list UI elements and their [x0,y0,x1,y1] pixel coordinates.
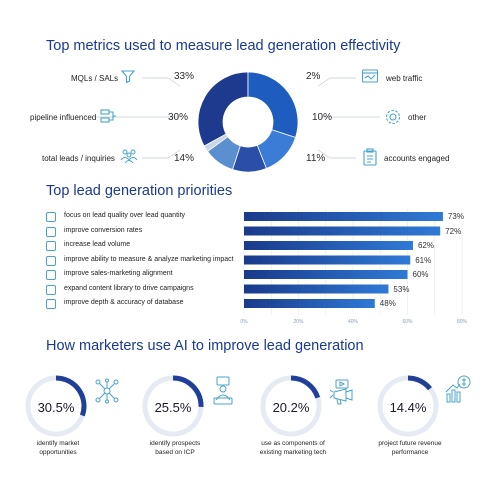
network-icon [94,378,120,409]
ai-pct-prospects-icp: 25.5% [154,400,192,415]
axis-tick-label: 60% [402,318,413,325]
connector-line [142,77,181,87]
priority-bullet-icon [46,226,56,237]
priority-label: improve sales-marketing alignment [64,270,173,277]
priority-row: improve depth & accuracy of database 48% [46,297,466,311]
connector-line [142,149,181,159]
priority-bullet-icon [46,284,56,295]
ai-pct-market-opportunities: 30.5% [37,400,75,415]
priority-bar [244,255,411,265]
priority-row: improve ability to measure & analyze mar… [46,254,466,268]
priority-bullet-icon [46,212,56,222]
priority-value-label: 72% [445,226,462,236]
funnel-icon [120,68,136,89]
ai-ring-progress [55,375,87,417]
priority-bullet-icon [46,255,56,266]
metric-label-pipeline: pipeline influenced [30,113,97,122]
ai-label-prospects-icp: identify prospects based on ICP [149,440,201,456]
priority-bullet-icon [46,241,56,251]
priority-row: focus on lead quality over lead quantity… [46,210,466,224]
axis-tick-label: 20% [293,318,304,325]
megaphone-icon [328,378,358,411]
browser-icon [361,68,379,89]
priority-value-label: 73% [447,212,464,221]
priority-bullet-icon [46,270,56,280]
metric-label-web-traffic: web traffic [386,74,423,83]
priority-label: improve depth & accuracy of database [64,299,184,306]
ai-label-market-opportunities: identify market opportunities [36,440,80,456]
pipeline-icon [99,108,117,129]
priorities-grid [243,209,463,315]
gear-icon [384,108,402,131]
connector-line [317,149,356,159]
section1-title: Top metrics used to measure lead generat… [46,38,401,54]
ai-pct-marketing-tech: 20.2% [272,400,310,415]
axis-tick-label: 0% [240,318,248,325]
metric-pct-total-leads: 14% [174,153,195,164]
axis-tick-label: 40% [347,318,359,325]
priority-value-label: 62% [417,241,434,250]
connector-line [317,77,356,87]
priority-bar [244,226,441,236]
priority-value-label: 53% [393,284,410,294]
metric-pct-other: 10% [312,112,333,123]
priority-value-label: 48% [379,299,396,308]
priority-value-label: 61% [415,255,432,265]
ai-ring-progress [290,375,321,399]
ai-label-marketing-tech: use as components of existing marketing t… [259,440,327,456]
people-icon [120,148,138,169]
metrics-donut-chart [197,71,299,173]
priority-row: expand content library to drive campaign… [46,283,466,297]
person-laptop-icon [210,376,236,411]
priority-row: improve conversion rates 72% [46,225,466,239]
ai-ring-progress [172,375,204,407]
revenue-chart-icon [444,374,474,409]
priority-label: focus on lead quality over lead quantity [64,212,186,219]
metric-label-accounts-engaged: accounts engaged [384,154,450,163]
metric-pct-accounts-engaged: 11% [306,153,326,164]
clipboard-icon [362,148,378,171]
ai-pct-future-revenue: 14.4% [389,400,427,415]
priority-bar [244,212,443,221]
metric-pct-mqls: 33% [174,71,195,82]
ai-ring-progress [407,375,432,391]
metric-pct-pipeline: 30% [168,112,189,123]
metric-label-mqls: MQLs / SALs [71,74,119,83]
priority-bar [244,299,375,308]
priority-bar [244,241,413,250]
priority-bullet-icon [46,299,56,309]
metric-label-total-leads: total leads / inquiries [42,154,115,163]
priority-bar [244,270,408,279]
section2-title: Top lead generation priorities [46,183,233,199]
priority-row: increase lead volume 62% [46,239,466,253]
metric-pct-web-traffic: 2% [306,71,321,82]
priority-label: improve conversion rates [64,226,143,234]
priority-label: expand content library to drive campaign… [64,284,194,292]
connector-lines [95,77,380,159]
axis-tick-label: 80% [456,318,468,325]
priority-row: improve sales-marketing alignment 60% [46,268,466,282]
priority-value-label: 60% [412,270,429,279]
priority-label: improve ability to measure & analyze mar… [64,255,234,263]
section3-title: How marketers use AI to improve lead gen… [46,338,364,354]
metric-label-other: other [408,113,427,122]
donut-slice [197,71,249,147]
priority-label: increase lead volume [64,241,131,248]
priority-bar [244,284,389,294]
donut-slice [203,133,229,152]
ai-label-future-revenue: project future revenue performance [378,440,442,456]
